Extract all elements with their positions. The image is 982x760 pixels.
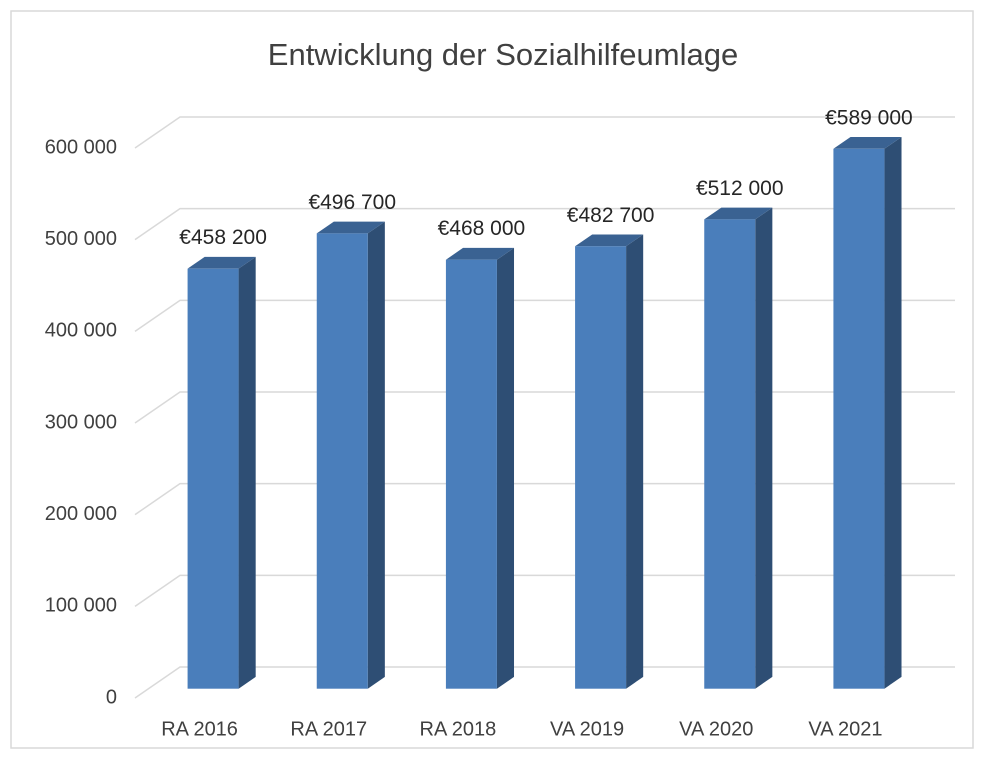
bar-top — [187, 256, 256, 269]
grid-line — [134, 116, 955, 149]
bar-top — [704, 207, 773, 220]
bar — [187, 268, 239, 689]
y-tick-label: 600 000 — [45, 136, 117, 158]
bar — [704, 219, 756, 689]
grid-line — [134, 299, 955, 332]
bar-side — [367, 221, 385, 689]
data-label: €512 000 — [696, 177, 784, 200]
bar — [833, 148, 885, 689]
bar-side — [496, 247, 515, 689]
x-tick-label: RA 2018 — [420, 718, 497, 740]
bar — [316, 233, 368, 689]
bar — [575, 246, 627, 689]
data-label: €458 200 — [179, 226, 267, 249]
bar-side — [238, 256, 256, 689]
y-tick-label: 300 000 — [45, 411, 117, 433]
x-tick-label: VA 2019 — [550, 718, 624, 740]
grid-line — [134, 574, 955, 607]
chart-title: Entwicklung der Sozialhilfeumlage — [268, 37, 738, 72]
x-tick-label: RA 2016 — [161, 718, 238, 740]
x-tick-label: RA 2017 — [290, 718, 367, 740]
grid-line — [134, 207, 955, 241]
y-tick-label: 100 000 — [45, 595, 117, 617]
bar-top — [316, 221, 385, 234]
bar-top — [445, 247, 515, 260]
bar-side — [884, 137, 902, 689]
x-tick-label: VA 2020 — [679, 718, 753, 740]
grid-line — [134, 666, 955, 699]
y-tick-label: 200 000 — [45, 503, 117, 525]
bar — [445, 259, 497, 689]
bar-side — [626, 234, 644, 689]
bar-top — [575, 234, 644, 247]
grid-line — [134, 482, 955, 516]
bar-side — [755, 207, 773, 689]
grid-line — [134, 391, 955, 424]
data-label: €482 700 — [567, 204, 655, 227]
y-tick-label: 0 — [106, 686, 117, 708]
y-tick-label: 500 000 — [45, 228, 117, 250]
data-label: €589 000 — [825, 106, 913, 129]
data-label: €496 700 — [308, 191, 396, 214]
x-tick-label: VA 2021 — [808, 718, 882, 740]
bar-top — [833, 137, 902, 149]
y-tick-label: 400 000 — [45, 320, 117, 342]
data-label: €468 000 — [438, 217, 526, 240]
